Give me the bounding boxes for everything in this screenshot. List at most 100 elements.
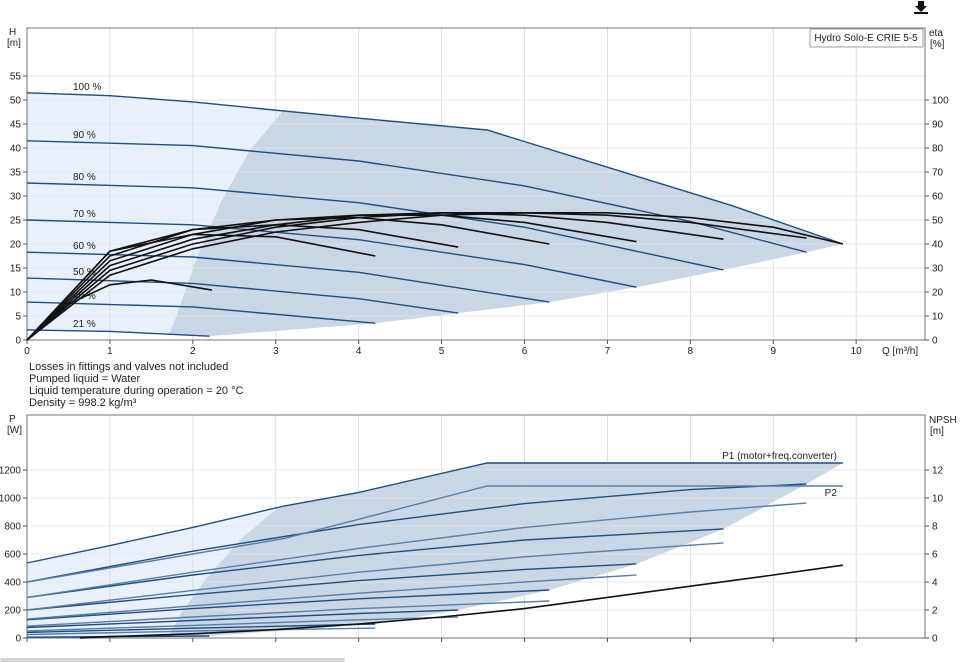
- curve: [26, 502, 807, 599]
- y-tick-label: 45: [10, 120, 22, 131]
- download-bar: [914, 12, 928, 14]
- curve: [26, 485, 843, 583]
- curve: [26, 574, 637, 620]
- y-tick-label: 10: [10, 288, 22, 299]
- x-tick-label: 4: [356, 346, 362, 357]
- curve: [26, 329, 210, 337]
- download-icon[interactable]: [914, 1, 928, 14]
- curve: [26, 616, 459, 632]
- model-name: Hydro Solo-E CRIE 5-5: [814, 33, 918, 44]
- y2-axis-title: eta: [929, 28, 943, 39]
- secondary-curve: [26, 216, 550, 341]
- y-tick-label: 20: [10, 240, 22, 251]
- curve-label: P2: [825, 488, 838, 499]
- y-axis-unit: [m]: [7, 38, 21, 49]
- chart: 0510152025303540455055010203040506070809…: [7, 27, 949, 357]
- curve: [26, 462, 843, 564]
- y-axis-title: P: [9, 414, 16, 425]
- secondary-curve: [80, 564, 844, 639]
- curve: [26, 563, 637, 611]
- curve: [26, 301, 376, 324]
- x-tick-label: 3: [273, 346, 279, 357]
- y2-tick-label: 10: [932, 494, 944, 505]
- y2-tick-label: 12: [932, 466, 944, 477]
- curve: [26, 219, 637, 288]
- curve: [26, 277, 459, 314]
- y2-tick-label: 0: [932, 336, 938, 347]
- curve: [26, 627, 376, 636]
- y2-axis-unit: [%]: [930, 39, 945, 50]
- y2-tick-label: 6: [932, 550, 938, 561]
- scrollbar[interactable]: [0, 658, 345, 662]
- y-tick-label: 1200: [0, 466, 21, 477]
- curve: [26, 600, 550, 627]
- y2-tick-label: 80: [932, 144, 944, 155]
- y2-tick-label: 20: [932, 288, 944, 299]
- y-tick-label: 15: [10, 264, 22, 275]
- model-box: Hydro Solo-E CRIE 5-5: [809, 28, 924, 48]
- y2-axis-unit: [m]: [930, 426, 944, 437]
- curve: [26, 589, 550, 621]
- x-tick-label: 8: [688, 346, 694, 357]
- x-axis-title: Q [m³/h]: [882, 346, 918, 357]
- y2-tick-label: 2: [932, 606, 938, 617]
- curve-label: 70 %: [73, 209, 96, 220]
- y-tick-label: 800: [4, 522, 21, 533]
- curve: [26, 251, 550, 303]
- y-tick-label: 5: [15, 312, 21, 323]
- secondary-curve: [26, 214, 637, 341]
- curve: [26, 542, 724, 611]
- y-tick-label: 600: [4, 550, 21, 561]
- curve-label: 50 %: [73, 267, 96, 278]
- x-tick-label: 1: [107, 346, 113, 357]
- plot-frame: [26, 27, 926, 341]
- y-tick-label: 1000: [0, 494, 21, 505]
- y-tick-label: 30: [10, 192, 22, 203]
- curve-label: P1 (motor+freq.converter): [722, 451, 837, 462]
- y2-tick-label: 60: [932, 192, 944, 203]
- curve: [26, 140, 807, 253]
- secondary-curve: [26, 279, 213, 341]
- y2-tick-label: 8: [932, 522, 938, 533]
- x-tick-label: 6: [522, 346, 528, 357]
- y2-tick-label: 90: [932, 120, 944, 131]
- x-tick-label: 0: [24, 346, 30, 357]
- curve: [26, 528, 724, 599]
- curve-label: 90 %: [73, 130, 96, 141]
- y-tick-label: 40: [10, 144, 22, 155]
- chart: 0 200 400 600 800 1000 1200 0 2 4 6 8 10 12 P[W] NPSH[m…: [0, 414, 957, 645]
- curve: [26, 92, 844, 245]
- y-tick-label: 35: [10, 168, 22, 179]
- y-axis-title: H: [9, 27, 16, 38]
- download-arrow: [915, 1, 927, 12]
- y2-tick-label: 40: [932, 240, 944, 251]
- y2-tick-label: 10: [932, 312, 944, 323]
- curve-label: 60 %: [73, 241, 96, 252]
- model-box-frame: [809, 28, 924, 48]
- operating-area: [27, 463, 843, 638]
- y2-tick-label: 50: [932, 216, 944, 227]
- curve: [26, 182, 724, 271]
- curve-label: 21 %: [73, 319, 96, 330]
- y2-tick-label: 30: [932, 264, 944, 275]
- y2-tick-label: 70: [932, 168, 944, 179]
- note: Pumped liquid = Water: [29, 373, 141, 385]
- x-tick-label: 5: [439, 346, 445, 357]
- y2-tick-label: 0: [932, 634, 938, 645]
- secondary-curve: [26, 233, 376, 341]
- curve-label: 80 %: [73, 172, 96, 183]
- y-tick-label: 0: [15, 336, 21, 347]
- y-axis-unit: [W]: [7, 425, 22, 436]
- x-tick-label: 2: [190, 346, 196, 357]
- note: Losses in fittings and valves not includ…: [29, 361, 228, 373]
- y-tick-label: 0: [15, 634, 21, 645]
- y2-tick-label: 100: [932, 96, 949, 107]
- curve-label: 100 %: [73, 82, 101, 93]
- y-tick-label: 400: [4, 578, 21, 589]
- curve: [26, 483, 807, 583]
- note: Liquid temperature during operation = 20…: [29, 385, 244, 397]
- x-tick-label: 10: [851, 346, 863, 357]
- y-tick-label: 55: [10, 72, 22, 83]
